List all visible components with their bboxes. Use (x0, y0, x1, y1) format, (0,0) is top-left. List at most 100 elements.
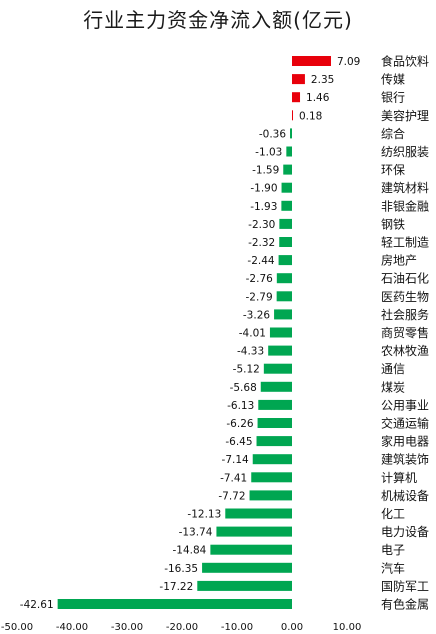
bar (197, 580, 292, 591)
value-label: -5.12 (233, 364, 260, 376)
category-label: 美容护理 (381, 108, 429, 123)
value-label: -17.22 (159, 581, 193, 593)
category-label: 公用事业 (381, 398, 429, 412)
bar (279, 218, 292, 229)
category-label: 家用电器 (381, 434, 429, 449)
value-label: -1.03 (255, 147, 282, 159)
value-label: -6.45 (225, 436, 252, 448)
x-tick-label: -20.00 (166, 622, 198, 633)
value-label: -7.14 (222, 454, 249, 466)
value-label: -4.01 (239, 328, 266, 340)
bar (249, 490, 292, 501)
bar (292, 74, 305, 85)
bar (210, 544, 292, 555)
bar (57, 599, 292, 609)
category-label: 房地产 (381, 253, 417, 268)
bar (292, 110, 293, 121)
x-tick-label: 0.00 (281, 622, 303, 633)
bar (202, 562, 292, 573)
value-label: -1.93 (250, 201, 277, 213)
category-label: 国防军工 (381, 578, 429, 593)
category-label: 通信 (381, 362, 405, 376)
value-label: -0.36 (259, 128, 286, 140)
bar (286, 146, 292, 157)
bar (283, 164, 292, 175)
category-label: 传媒 (381, 72, 405, 87)
bar (269, 327, 292, 338)
chart-title: 行业主力资金净流入额(亿元) (83, 8, 353, 32)
bar (216, 526, 292, 537)
x-tick-label: -50.00 (1, 622, 33, 633)
value-label: -1.90 (250, 183, 277, 195)
value-label: 1.46 (306, 92, 330, 104)
bar (225, 508, 292, 519)
category-label: 食品饮料 (381, 54, 429, 69)
bar (251, 472, 292, 483)
bar (276, 291, 292, 302)
category-label: 农林牧渔 (381, 344, 429, 358)
value-label: -1.59 (252, 165, 279, 177)
value-label: -2.76 (246, 273, 273, 285)
category-label: 汽车 (381, 560, 405, 575)
category-label: 综合 (381, 126, 405, 141)
category-label: 社会服务 (381, 307, 429, 322)
value-label: -42.61 (20, 599, 54, 611)
x-tick-label: 10.00 (333, 622, 362, 633)
category-label: 计算机 (381, 470, 417, 485)
category-label: 石油石化 (381, 272, 429, 286)
value-label: -6.26 (226, 418, 253, 430)
category-label: 电力设备 (381, 525, 429, 539)
bar (258, 399, 292, 410)
value-label: 2.35 (311, 74, 334, 86)
bar (279, 237, 292, 247)
category-label: 化工 (381, 507, 405, 521)
value-label: -2.30 (248, 219, 275, 231)
bar (263, 363, 292, 374)
x-tick-label: -40.00 (56, 622, 88, 633)
category-label: 有色金属 (381, 597, 429, 612)
category-label: 医药生物 (381, 290, 429, 304)
value-label: 7.09 (337, 56, 360, 68)
bar (276, 273, 292, 284)
bar (278, 255, 292, 266)
bar (256, 436, 292, 447)
x-tick-label: -10.00 (221, 622, 253, 633)
x-tick-label: -30.00 (111, 622, 143, 633)
value-label: -2.32 (248, 237, 275, 249)
category-label: 建筑装饰 (381, 452, 429, 467)
value-label: -13.74 (179, 527, 213, 539)
bar (257, 418, 292, 428)
bar (252, 454, 292, 465)
value-label: -7.41 (220, 472, 247, 484)
category-label: 电子 (381, 543, 405, 557)
bar (281, 200, 292, 211)
category-label: 轻工制造 (381, 236, 429, 250)
category-label: 钢铁 (381, 217, 405, 231)
value-label: -3.26 (243, 309, 270, 321)
bar (292, 56, 331, 66)
category-label: 商贸零售 (381, 325, 429, 340)
bar (260, 381, 292, 392)
value-label: -12.13 (187, 509, 221, 521)
category-label: 交通运输 (381, 416, 429, 431)
value-label: -6.13 (227, 400, 254, 412)
value-label: -2.79 (245, 291, 272, 303)
value-label: -2.44 (247, 255, 274, 267)
value-label: -7.72 (218, 490, 245, 502)
bar (274, 309, 292, 320)
category-label: 环保 (381, 163, 405, 177)
category-label: 煤炭 (381, 380, 405, 394)
bar (268, 345, 292, 356)
value-label: 0.18 (299, 110, 322, 122)
bar (290, 128, 292, 139)
category-label: 纺织服装 (381, 145, 429, 159)
category-label: 建筑材料 (381, 180, 429, 195)
bar (292, 92, 301, 103)
value-label: -16.35 (164, 563, 198, 575)
bar (281, 182, 292, 193)
value-label: -14.84 (173, 545, 207, 557)
value-label: -5.68 (230, 382, 257, 394)
category-label: 机械设备 (381, 488, 429, 503)
category-label: 非银金融 (381, 198, 429, 213)
